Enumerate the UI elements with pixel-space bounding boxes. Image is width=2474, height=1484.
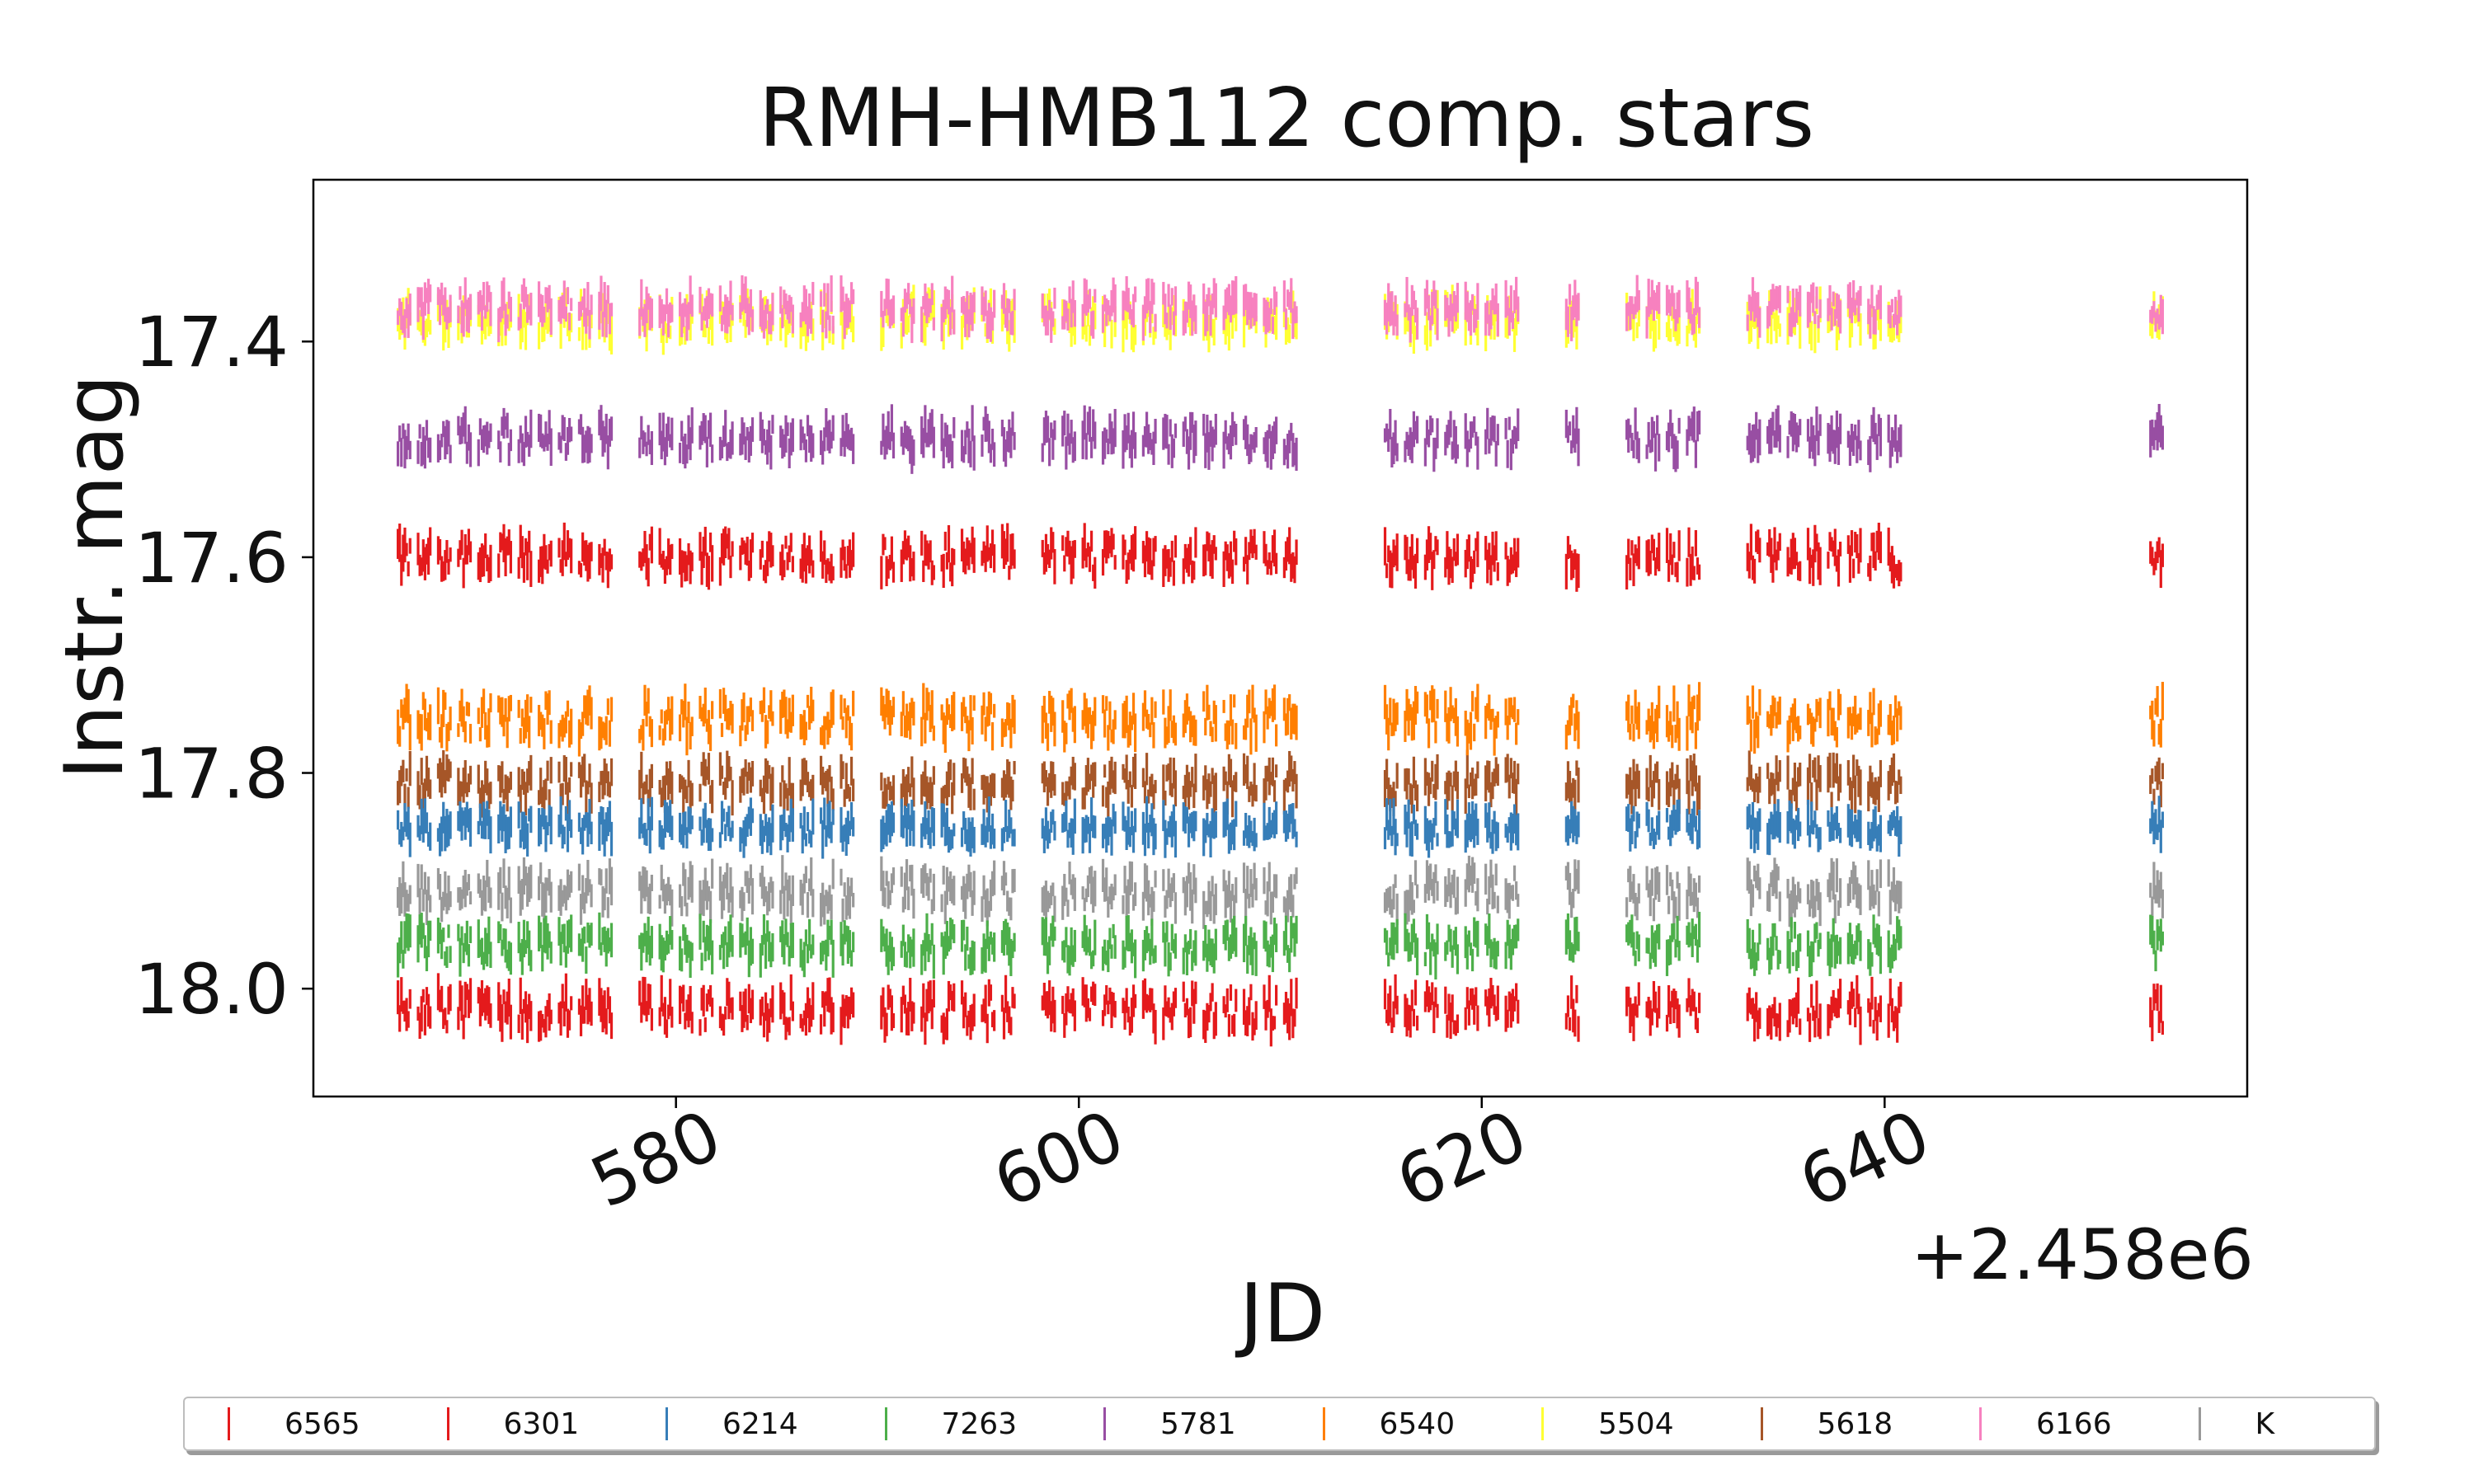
- chart-title: RMH-HMB112 comp. stars: [758, 72, 1815, 166]
- series-7263: [396, 911, 2165, 980]
- series-6565: [396, 973, 2165, 1047]
- x-axis-label: JD: [1239, 1267, 1326, 1361]
- series-6166: [396, 275, 2165, 344]
- series-6540: [396, 682, 2165, 757]
- series-6214: [396, 796, 2165, 859]
- x-axis-offset-label: +2.458e6: [1911, 1214, 2254, 1295]
- series-6301: [396, 522, 2165, 592]
- series-5618: [396, 749, 2165, 818]
- series-K: [396, 855, 2165, 929]
- series-5781: [396, 403, 2165, 474]
